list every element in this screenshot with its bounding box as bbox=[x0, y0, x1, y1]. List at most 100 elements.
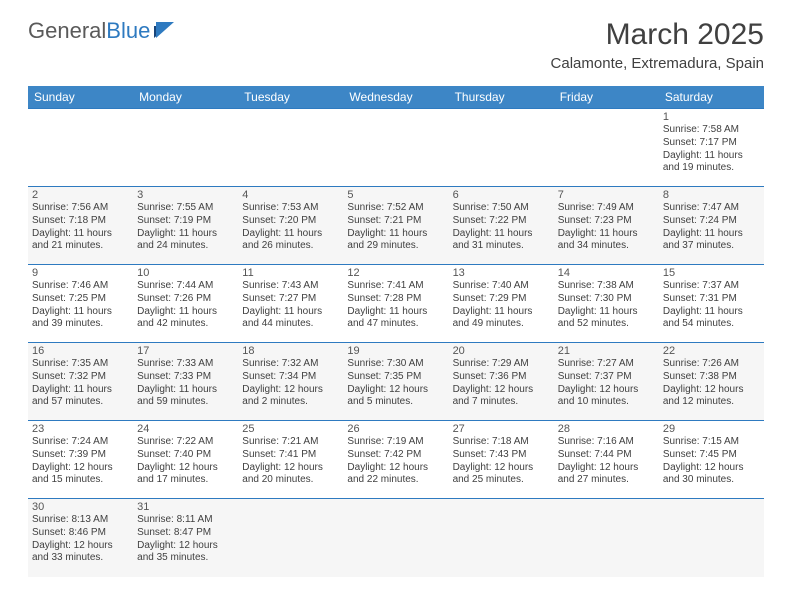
calendar-cell: 17Sunrise: 7:33 AMSunset: 7:33 PMDayligh… bbox=[133, 343, 238, 421]
calendar-cell: 19Sunrise: 7:30 AMSunset: 7:35 PMDayligh… bbox=[343, 343, 448, 421]
brand-part1: General bbox=[28, 18, 106, 44]
calendar-cell bbox=[554, 109, 659, 187]
calendar-cell: 27Sunrise: 7:18 AMSunset: 7:43 PMDayligh… bbox=[449, 421, 554, 499]
month-title: March 2025 bbox=[551, 18, 764, 52]
calendar-cell bbox=[449, 109, 554, 187]
calendar-cell: 29Sunrise: 7:15 AMSunset: 7:45 PMDayligh… bbox=[659, 421, 764, 499]
calendar-cell bbox=[554, 499, 659, 577]
day-info: Sunrise: 7:22 AMSunset: 7:40 PMDaylight:… bbox=[137, 436, 234, 487]
calendar-cell bbox=[343, 499, 448, 577]
calendar-cell bbox=[28, 109, 133, 187]
day-number: 17 bbox=[137, 345, 234, 357]
day-number: 27 bbox=[453, 423, 550, 435]
day-info: Sunrise: 7:58 AMSunset: 7:17 PMDaylight:… bbox=[663, 124, 760, 175]
calendar-table: Sunday Monday Tuesday Wednesday Thursday… bbox=[28, 86, 764, 577]
day-number: 5 bbox=[347, 189, 444, 201]
day-info: Sunrise: 8:13 AMSunset: 8:46 PMDaylight:… bbox=[32, 514, 129, 565]
calendar-row: 9Sunrise: 7:46 AMSunset: 7:25 PMDaylight… bbox=[28, 265, 764, 343]
day-info: Sunrise: 7:47 AMSunset: 7:24 PMDaylight:… bbox=[663, 202, 760, 253]
calendar-cell: 1Sunrise: 7:58 AMSunset: 7:17 PMDaylight… bbox=[659, 109, 764, 187]
day-number: 12 bbox=[347, 267, 444, 279]
day-number: 22 bbox=[663, 345, 760, 357]
day-info: Sunrise: 7:44 AMSunset: 7:26 PMDaylight:… bbox=[137, 280, 234, 331]
dayname-sat: Saturday bbox=[659, 86, 764, 109]
day-info: Sunrise: 7:38 AMSunset: 7:30 PMDaylight:… bbox=[558, 280, 655, 331]
day-number: 11 bbox=[242, 267, 339, 279]
day-info: Sunrise: 7:41 AMSunset: 7:28 PMDaylight:… bbox=[347, 280, 444, 331]
calendar-row: 23Sunrise: 7:24 AMSunset: 7:39 PMDayligh… bbox=[28, 421, 764, 499]
calendar-cell: 3Sunrise: 7:55 AMSunset: 7:19 PMDaylight… bbox=[133, 187, 238, 265]
day-info: Sunrise: 7:37 AMSunset: 7:31 PMDaylight:… bbox=[663, 280, 760, 331]
day-info: Sunrise: 7:26 AMSunset: 7:38 PMDaylight:… bbox=[663, 358, 760, 409]
calendar-cell: 21Sunrise: 7:27 AMSunset: 7:37 PMDayligh… bbox=[554, 343, 659, 421]
day-info: Sunrise: 7:55 AMSunset: 7:19 PMDaylight:… bbox=[137, 202, 234, 253]
header: GeneralBlue March 2025 Calamonte, Extrem… bbox=[28, 18, 764, 72]
day-number: 6 bbox=[453, 189, 550, 201]
flag-icon bbox=[154, 22, 178, 40]
calendar-cell bbox=[238, 499, 343, 577]
dayname-sun: Sunday bbox=[28, 86, 133, 109]
day-number: 28 bbox=[558, 423, 655, 435]
calendar-cell: 22Sunrise: 7:26 AMSunset: 7:38 PMDayligh… bbox=[659, 343, 764, 421]
dayname-tue: Tuesday bbox=[238, 86, 343, 109]
day-info: Sunrise: 7:35 AMSunset: 7:32 PMDaylight:… bbox=[32, 358, 129, 409]
calendar-cell: 16Sunrise: 7:35 AMSunset: 7:32 PMDayligh… bbox=[28, 343, 133, 421]
calendar-cell: 4Sunrise: 7:53 AMSunset: 7:20 PMDaylight… bbox=[238, 187, 343, 265]
dayname-mon: Monday bbox=[133, 86, 238, 109]
dayname-fri: Friday bbox=[554, 86, 659, 109]
day-number: 2 bbox=[32, 189, 129, 201]
day-info: Sunrise: 8:11 AMSunset: 8:47 PMDaylight:… bbox=[137, 514, 234, 565]
day-info: Sunrise: 7:21 AMSunset: 7:41 PMDaylight:… bbox=[242, 436, 339, 487]
location-text: Calamonte, Extremadura, Spain bbox=[551, 55, 764, 72]
day-number: 13 bbox=[453, 267, 550, 279]
day-number: 1 bbox=[663, 111, 760, 123]
day-number: 7 bbox=[558, 189, 655, 201]
day-info: Sunrise: 7:30 AMSunset: 7:35 PMDaylight:… bbox=[347, 358, 444, 409]
day-number: 9 bbox=[32, 267, 129, 279]
calendar-row: 30Sunrise: 8:13 AMSunset: 8:46 PMDayligh… bbox=[28, 499, 764, 577]
day-number: 25 bbox=[242, 423, 339, 435]
calendar-cell: 23Sunrise: 7:24 AMSunset: 7:39 PMDayligh… bbox=[28, 421, 133, 499]
calendar-cell bbox=[343, 109, 448, 187]
day-info: Sunrise: 7:53 AMSunset: 7:20 PMDaylight:… bbox=[242, 202, 339, 253]
calendar-cell bbox=[238, 109, 343, 187]
day-number: 4 bbox=[242, 189, 339, 201]
day-number: 20 bbox=[453, 345, 550, 357]
calendar-cell bbox=[133, 109, 238, 187]
calendar-row: 16Sunrise: 7:35 AMSunset: 7:32 PMDayligh… bbox=[28, 343, 764, 421]
day-number: 14 bbox=[558, 267, 655, 279]
dayname-wed: Wednesday bbox=[343, 86, 448, 109]
day-number: 24 bbox=[137, 423, 234, 435]
day-number: 29 bbox=[663, 423, 760, 435]
day-number: 23 bbox=[32, 423, 129, 435]
day-number: 21 bbox=[558, 345, 655, 357]
day-number: 3 bbox=[137, 189, 234, 201]
day-number: 31 bbox=[137, 501, 234, 513]
day-info: Sunrise: 7:24 AMSunset: 7:39 PMDaylight:… bbox=[32, 436, 129, 487]
day-info: Sunrise: 7:32 AMSunset: 7:34 PMDaylight:… bbox=[242, 358, 339, 409]
day-number: 10 bbox=[137, 267, 234, 279]
day-number: 18 bbox=[242, 345, 339, 357]
calendar-cell: 30Sunrise: 8:13 AMSunset: 8:46 PMDayligh… bbox=[28, 499, 133, 577]
day-info: Sunrise: 7:27 AMSunset: 7:37 PMDaylight:… bbox=[558, 358, 655, 409]
calendar-cell: 6Sunrise: 7:50 AMSunset: 7:22 PMDaylight… bbox=[449, 187, 554, 265]
calendar-cell bbox=[659, 499, 764, 577]
calendar-cell: 14Sunrise: 7:38 AMSunset: 7:30 PMDayligh… bbox=[554, 265, 659, 343]
day-number: 30 bbox=[32, 501, 129, 513]
calendar-cell: 25Sunrise: 7:21 AMSunset: 7:41 PMDayligh… bbox=[238, 421, 343, 499]
calendar-row: 2Sunrise: 7:56 AMSunset: 7:18 PMDaylight… bbox=[28, 187, 764, 265]
calendar-cell: 2Sunrise: 7:56 AMSunset: 7:18 PMDaylight… bbox=[28, 187, 133, 265]
day-info: Sunrise: 7:40 AMSunset: 7:29 PMDaylight:… bbox=[453, 280, 550, 331]
day-info: Sunrise: 7:18 AMSunset: 7:43 PMDaylight:… bbox=[453, 436, 550, 487]
day-number: 15 bbox=[663, 267, 760, 279]
day-info: Sunrise: 7:56 AMSunset: 7:18 PMDaylight:… bbox=[32, 202, 129, 253]
calendar-cell: 11Sunrise: 7:43 AMSunset: 7:27 PMDayligh… bbox=[238, 265, 343, 343]
day-info: Sunrise: 7:29 AMSunset: 7:36 PMDaylight:… bbox=[453, 358, 550, 409]
calendar-cell: 12Sunrise: 7:41 AMSunset: 7:28 PMDayligh… bbox=[343, 265, 448, 343]
day-number: 19 bbox=[347, 345, 444, 357]
calendar-cell: 20Sunrise: 7:29 AMSunset: 7:36 PMDayligh… bbox=[449, 343, 554, 421]
calendar-cell: 9Sunrise: 7:46 AMSunset: 7:25 PMDaylight… bbox=[28, 265, 133, 343]
day-number: 26 bbox=[347, 423, 444, 435]
day-number: 8 bbox=[663, 189, 760, 201]
day-info: Sunrise: 7:15 AMSunset: 7:45 PMDaylight:… bbox=[663, 436, 760, 487]
